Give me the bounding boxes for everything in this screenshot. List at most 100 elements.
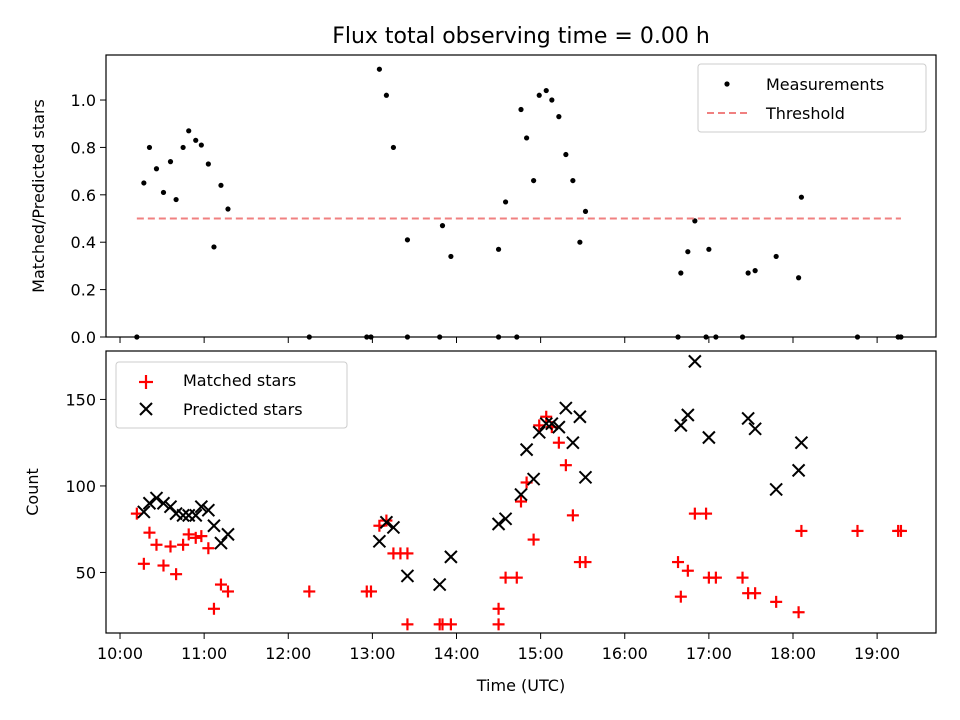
measurement-point <box>518 106 524 113</box>
measurement-point <box>376 66 382 72</box>
predicted-star-point <box>379 515 394 529</box>
chart-title: Flux total observing time = 0.00 h <box>332 24 710 49</box>
predicted-star-point <box>491 517 506 531</box>
measurement-point <box>745 270 751 276</box>
top-plot-frame <box>105 54 937 338</box>
measurement-point <box>570 177 576 184</box>
matched-star-point <box>157 559 170 572</box>
matched-star-point <box>527 533 540 546</box>
matched-star-point <box>749 587 762 600</box>
matched-star-point <box>851 524 864 537</box>
matched-star-point <box>364 585 377 598</box>
measurement-point <box>173 196 179 203</box>
measurement-point <box>577 239 583 245</box>
matched-star-point <box>143 526 156 539</box>
matched-star-point <box>709 571 722 584</box>
measurement-point <box>531 177 537 184</box>
predicted-star-point <box>386 520 401 535</box>
predicted-star-point <box>748 422 762 436</box>
measurement-point <box>796 275 802 281</box>
legend-predicted-label: Predicted stars <box>183 400 303 419</box>
predicted-star-point <box>688 354 702 369</box>
measurement-point <box>495 246 502 252</box>
measurement-point <box>549 97 555 103</box>
predicted-star-point <box>539 416 553 431</box>
legend-matched-marker <box>139 375 153 389</box>
xtick-label: 11:00 <box>181 644 227 663</box>
matched-star-point <box>559 459 572 472</box>
matched-star-point <box>401 547 414 560</box>
matched-star-point <box>552 436 565 449</box>
measurement-point <box>692 218 698 224</box>
predicted-star-point <box>201 503 216 517</box>
predicted-star-point <box>552 420 566 434</box>
matched-star-point <box>177 538 190 551</box>
matched-star-point <box>137 557 150 570</box>
predicted-star-point <box>519 442 534 457</box>
predicted-star-point <box>741 411 755 426</box>
x-axis-label: Time (UTC) <box>476 676 565 695</box>
measurement-point <box>448 253 454 260</box>
measurement-point <box>582 208 589 215</box>
matched-star-point <box>510 571 523 584</box>
measurement-point <box>180 144 186 151</box>
predicted-star-point <box>400 569 415 583</box>
measurement-point <box>556 114 562 120</box>
predicted-star-point <box>149 491 164 505</box>
xtick-label: 17:00 <box>686 644 732 663</box>
matched-star-point <box>672 556 685 569</box>
matched-star-point <box>444 618 457 631</box>
measurement-point <box>502 199 509 205</box>
bottom-legend-box <box>115 361 348 429</box>
measurement-point <box>563 151 569 158</box>
xtick-label: 13:00 <box>349 644 395 663</box>
matched-star-point <box>150 538 163 551</box>
measurement-point <box>524 135 530 141</box>
measurement-point <box>798 194 805 200</box>
matched-star-point <box>195 530 208 543</box>
xtick-label: 15:00 <box>518 644 564 663</box>
xtick-label: 14:00 <box>433 644 479 663</box>
predicted-star-point <box>189 508 203 523</box>
matched-star-point <box>795 524 808 537</box>
matched-star-point <box>515 495 527 508</box>
measurement-point <box>141 180 147 186</box>
matched-star-point <box>221 585 234 598</box>
matched-star-point <box>736 571 749 584</box>
top-legend-box <box>697 63 927 133</box>
matched-star-point <box>894 524 907 537</box>
predicted-star-point <box>578 470 593 485</box>
matched-star-point <box>214 578 227 591</box>
panel-counts: 50 100 150 10:00 11:00 12:00 13:00 14:00 15:00 16… <box>65 354 907 663</box>
measurement-point <box>198 142 204 148</box>
predicted-star-point <box>514 487 528 502</box>
predicted-star-point <box>137 505 151 519</box>
xtick-label: 10:00 <box>97 644 143 663</box>
legend-measurements-marker <box>724 81 730 87</box>
predicted-star-point <box>573 410 587 424</box>
xtick-label: 16:00 <box>602 644 648 663</box>
top-ytick-label: 0.8 <box>71 138 96 157</box>
matched-star-point <box>182 528 195 541</box>
predicted-star-point <box>444 550 458 564</box>
measurement-point <box>752 268 758 274</box>
matched-star-point <box>566 509 579 522</box>
measurement-point <box>218 182 224 188</box>
top-ytick-label: 0.4 <box>71 233 96 252</box>
measurement-point <box>153 166 160 172</box>
matched-star-point <box>688 507 701 520</box>
predicted-star-point <box>221 527 235 542</box>
predicted-star-point <box>532 425 546 440</box>
measurement-point <box>146 144 153 151</box>
predicted-star-point <box>142 496 157 510</box>
predicted-star-point <box>702 430 716 445</box>
measurement-point <box>225 206 231 212</box>
predicted-star-point <box>545 416 559 431</box>
xtick-label: 18:00 <box>770 644 816 663</box>
measurement-point <box>536 92 542 98</box>
predicted-star-point <box>194 499 209 514</box>
measurement-point <box>186 128 192 134</box>
top-ytick-label: 0.0 <box>71 328 96 347</box>
matched-star-point <box>492 602 505 615</box>
